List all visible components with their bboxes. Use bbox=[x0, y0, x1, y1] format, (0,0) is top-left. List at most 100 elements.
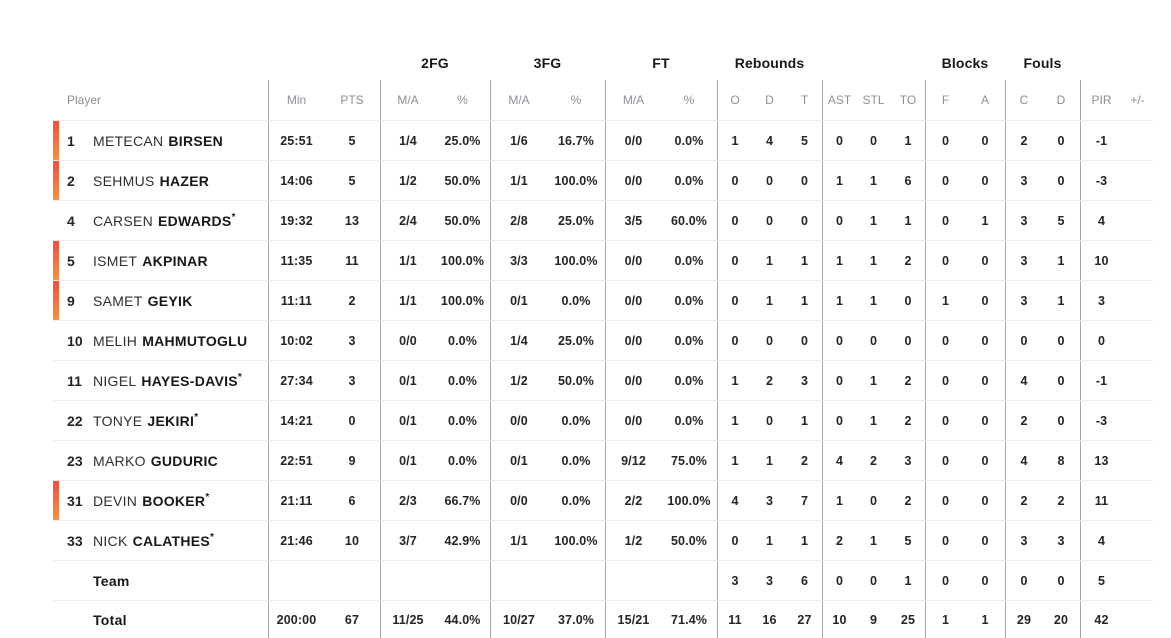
stat-reb-o: 1 bbox=[717, 121, 752, 160]
stat-stl: 1 bbox=[869, 373, 878, 388]
player-cell: 5 ISMET AKPINAR bbox=[53, 241, 268, 280]
player-row[interactable]: 31 DEVIN BOOKER* 21:11 6 2/3 66.7% 0/0 0… bbox=[53, 480, 1153, 520]
stat-3fg-ma: 10/27 bbox=[490, 601, 547, 638]
player-row[interactable]: 33 NICK CALATHES* 21:46 10 3/7 42.9% 1/1… bbox=[53, 520, 1153, 560]
player-first-name: DEVIN bbox=[93, 492, 138, 509]
stat-reb-t: 1 bbox=[800, 253, 809, 268]
stat-pts: 6 bbox=[348, 493, 356, 508]
stat-pts: 11 bbox=[345, 253, 359, 268]
stat-min: 27:34 bbox=[268, 361, 324, 400]
stat-pir: 5 bbox=[1080, 561, 1122, 600]
stat-pir: -3 bbox=[1080, 161, 1122, 200]
stat-reb-d: 1 bbox=[765, 293, 774, 308]
stat-pir: 13 bbox=[1080, 441, 1122, 480]
stat-pts: 3 bbox=[348, 333, 356, 348]
stat-2fg-ma bbox=[380, 561, 435, 600]
col-header-foul-d: D bbox=[1056, 93, 1066, 107]
stat-blk-f: 0 bbox=[925, 241, 965, 280]
player-row[interactable]: 22 TONYE JEKIRI* 14:21 0 0/1 0.0% 0/0 0.… bbox=[53, 400, 1153, 440]
col-header-2fg-pct: % bbox=[457, 93, 468, 107]
player-row[interactable]: 5 ISMET AKPINAR 11:35 11 1/1 100.0% 3/3 … bbox=[53, 240, 1153, 280]
player-row[interactable]: 2 SEHMUS HAZER 14:06 5 1/2 50.0% 1/1 100… bbox=[53, 160, 1153, 200]
starter-mark: * bbox=[210, 531, 215, 543]
stat-foul-c: 3 bbox=[1005, 241, 1042, 280]
stat-pir: -3 bbox=[1080, 401, 1122, 440]
stat-ast: 0 bbox=[822, 561, 856, 600]
stat-2fg-ma: 11/25 bbox=[380, 601, 435, 638]
stat-blk-a: 0 bbox=[981, 133, 989, 148]
stat-reb-d: 16 bbox=[762, 612, 777, 627]
player-first-name: ISMET bbox=[93, 252, 138, 269]
player-row[interactable]: 11 NIGEL HAYES-DAVIS* 27:34 3 0/1 0.0% 1… bbox=[53, 360, 1153, 400]
stat-3fg-ma: 1/1 bbox=[490, 521, 547, 560]
jersey-number: 10 bbox=[67, 332, 83, 349]
player-row[interactable]: 23 MARKO GUDURIC 22:51 9 0/1 0.0% 0/1 0.… bbox=[53, 440, 1153, 480]
stat-2fg-pct: 0.0% bbox=[448, 373, 477, 388]
stat-pts: 13 bbox=[344, 213, 360, 228]
stat-stl: 0 bbox=[869, 333, 878, 348]
stat-2fg-ma: 2/4 bbox=[380, 201, 435, 240]
col-header-to: TO bbox=[899, 93, 917, 107]
player-last-name: GEYIK bbox=[147, 292, 193, 309]
stat-reb-o: 0 bbox=[717, 321, 752, 360]
stat-ft-pct: 0.0% bbox=[674, 173, 704, 188]
stat-foul-d: 0 bbox=[1057, 373, 1065, 388]
stat-reb-d: 0 bbox=[765, 173, 774, 188]
stat-stl: 1 bbox=[869, 293, 878, 308]
stat-reb-d: 2 bbox=[765, 373, 774, 388]
stat-pir: 3 bbox=[1080, 281, 1122, 320]
player-row[interactable]: 10 MELIH MAHMUTOGLU 10:02 3 0/0 0.0% 1/4… bbox=[53, 320, 1153, 360]
stat-3fg-pct: 100.0% bbox=[554, 173, 598, 188]
stat-3fg-pct: 100.0% bbox=[554, 533, 598, 548]
col-header-pts: PTS bbox=[340, 93, 364, 107]
stat-to: 2 bbox=[904, 253, 912, 268]
table-body: 1 METECAN BIRSEN 25:51 5 1/4 25.0% 1/6 1… bbox=[53, 120, 1153, 638]
stat-foul-c: 3 bbox=[1005, 521, 1042, 560]
stat-pts: 67 bbox=[344, 612, 360, 627]
stat-ft-pct: 71.4% bbox=[670, 612, 708, 627]
stat-ast: 10 bbox=[822, 601, 856, 638]
player-row[interactable]: 1 METECAN BIRSEN 25:51 5 1/4 25.0% 1/6 1… bbox=[53, 120, 1153, 160]
col-header-stl: STL bbox=[862, 93, 885, 107]
stat-ft-ma: 3/5 bbox=[605, 201, 661, 240]
stat-min: 200:00 bbox=[268, 601, 324, 638]
jersey-number: 33 bbox=[67, 532, 83, 549]
stat-to: 2 bbox=[904, 493, 912, 508]
player-cell: 9 SAMET GEYIK bbox=[53, 281, 268, 320]
stat-stl: 1 bbox=[869, 413, 878, 428]
stat-blk-a: 0 bbox=[981, 493, 989, 508]
stat-reb-d: 0 bbox=[765, 213, 774, 228]
stat-ft-ma: 0/0 bbox=[605, 161, 661, 200]
stat-pir: 10 bbox=[1080, 241, 1122, 280]
stat-3fg-ma: 1/1 bbox=[490, 161, 547, 200]
stat-reb-o: 0 bbox=[717, 281, 752, 320]
stat-reb-o: 11 bbox=[717, 601, 752, 638]
stat-3fg-ma: 1/2 bbox=[490, 361, 547, 400]
stat-to: 1 bbox=[904, 573, 912, 588]
stat-foul-d: 0 bbox=[1057, 573, 1065, 588]
stat-ft-ma: 0/0 bbox=[605, 361, 661, 400]
stat-reb-t: 0 bbox=[800, 173, 809, 188]
starter-mark: * bbox=[194, 411, 199, 423]
stat-ft-ma: 0/0 bbox=[605, 121, 661, 160]
group-header-3fg: 3FG bbox=[533, 55, 562, 71]
player-row[interactable]: 9 SAMET GEYIK 11:11 2 1/1 100.0% 0/1 0.0… bbox=[53, 280, 1153, 320]
stat-min: 21:46 bbox=[268, 521, 324, 560]
stat-blk-f: 1 bbox=[925, 281, 965, 320]
player-cell: 23 MARKO GUDURIC bbox=[53, 441, 268, 480]
player-row[interactable]: 4 CARSEN EDWARDS* 19:32 13 2/4 50.0% 2/8… bbox=[53, 200, 1153, 240]
stat-ast: 0 bbox=[822, 401, 856, 440]
jersey-number: 5 bbox=[67, 252, 75, 269]
stat-3fg-ma: 2/8 bbox=[490, 201, 547, 240]
col-header-reb-o: O bbox=[717, 80, 752, 120]
stat-3fg-ma: 0/1 bbox=[490, 281, 547, 320]
box-score-table: 2FG 3FG FT Rebounds Blocks Fouls Player … bbox=[53, 0, 1153, 638]
stat-min: 11:35 bbox=[268, 241, 324, 280]
stat-ast: 1 bbox=[822, 281, 856, 320]
col-header-blk-a: A bbox=[980, 93, 989, 107]
player-first-name: CARSEN bbox=[93, 212, 154, 229]
stat-blk-f: 0 bbox=[925, 321, 965, 360]
stat-3fg-ma: 0/0 bbox=[490, 481, 547, 520]
stat-2fg-ma: 0/0 bbox=[380, 321, 435, 360]
stat-ast: 0 bbox=[822, 201, 856, 240]
